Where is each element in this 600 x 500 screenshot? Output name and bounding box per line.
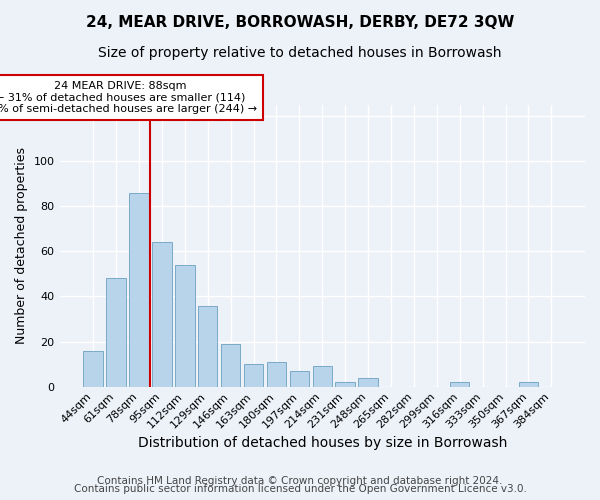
- Bar: [175, 265, 194, 386]
- Bar: [83, 350, 103, 386]
- Y-axis label: Number of detached properties: Number of detached properties: [15, 148, 28, 344]
- Bar: [129, 193, 149, 386]
- Bar: [198, 306, 217, 386]
- Bar: [358, 378, 378, 386]
- Bar: [335, 382, 355, 386]
- Text: Contains HM Land Registry data © Crown copyright and database right 2024.: Contains HM Land Registry data © Crown c…: [97, 476, 503, 486]
- Text: Contains public sector information licensed under the Open Government Licence v3: Contains public sector information licen…: [74, 484, 526, 494]
- Bar: [152, 242, 172, 386]
- Bar: [450, 382, 469, 386]
- Bar: [267, 362, 286, 386]
- Text: Size of property relative to detached houses in Borrowash: Size of property relative to detached ho…: [98, 46, 502, 60]
- Text: 24 MEAR DRIVE: 88sqm
← 31% of detached houses are smaller (114)
67% of semi-deta: 24 MEAR DRIVE: 88sqm ← 31% of detached h…: [0, 81, 257, 114]
- Bar: [221, 344, 241, 387]
- Bar: [290, 371, 309, 386]
- Bar: [519, 382, 538, 386]
- X-axis label: Distribution of detached houses by size in Borrowash: Distribution of detached houses by size …: [137, 436, 507, 450]
- Bar: [313, 366, 332, 386]
- Bar: [244, 364, 263, 386]
- Bar: [106, 278, 126, 386]
- Text: 24, MEAR DRIVE, BORROWASH, DERBY, DE72 3QW: 24, MEAR DRIVE, BORROWASH, DERBY, DE72 3…: [86, 15, 514, 30]
